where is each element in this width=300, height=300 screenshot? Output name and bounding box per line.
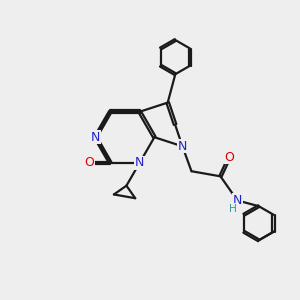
Text: N: N — [233, 194, 242, 207]
Text: N: N — [135, 156, 144, 169]
Text: N: N — [91, 131, 100, 144]
Text: N: N — [178, 140, 187, 153]
Text: O: O — [84, 156, 94, 169]
Text: O: O — [224, 151, 234, 164]
Text: H: H — [229, 204, 237, 214]
